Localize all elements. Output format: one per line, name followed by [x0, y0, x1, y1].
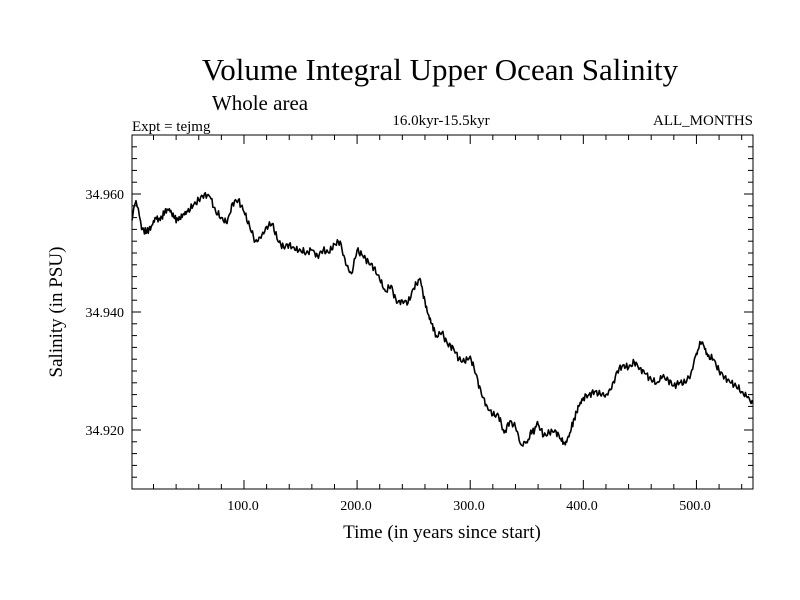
y-axis-label: Salinity (in PSU): [46, 247, 67, 378]
months-label: ALL_MONTHS: [653, 113, 753, 129]
y-tick-label-34920: 34.920: [86, 424, 125, 439]
x-tick-label-500: 500.0: [679, 499, 711, 514]
x-tick-label-400: 400.0: [566, 499, 598, 514]
salinity-series-line: [131, 191, 754, 447]
x-tick-label-300: 300.0: [453, 499, 485, 514]
chart-title: Volume Integral Upper Ocean Salinity: [202, 52, 679, 87]
axis-ticks: [132, 135, 753, 489]
experiment-label: Expt = tejmg: [132, 119, 211, 135]
x-tick-label-200: 200.0: [340, 499, 372, 514]
plot-frame: [131, 134, 754, 490]
y-tick-label-34960: 34.960: [86, 188, 125, 203]
x-tick-label-100: 100.0: [227, 499, 259, 514]
period-label: 16.0kyr-15.5kyr: [392, 113, 489, 129]
chart-subtitle: Whole area: [212, 91, 309, 115]
y-tick-label-34940: 34.940: [86, 306, 125, 321]
x-axis-label: Time (in years since start): [343, 522, 541, 543]
